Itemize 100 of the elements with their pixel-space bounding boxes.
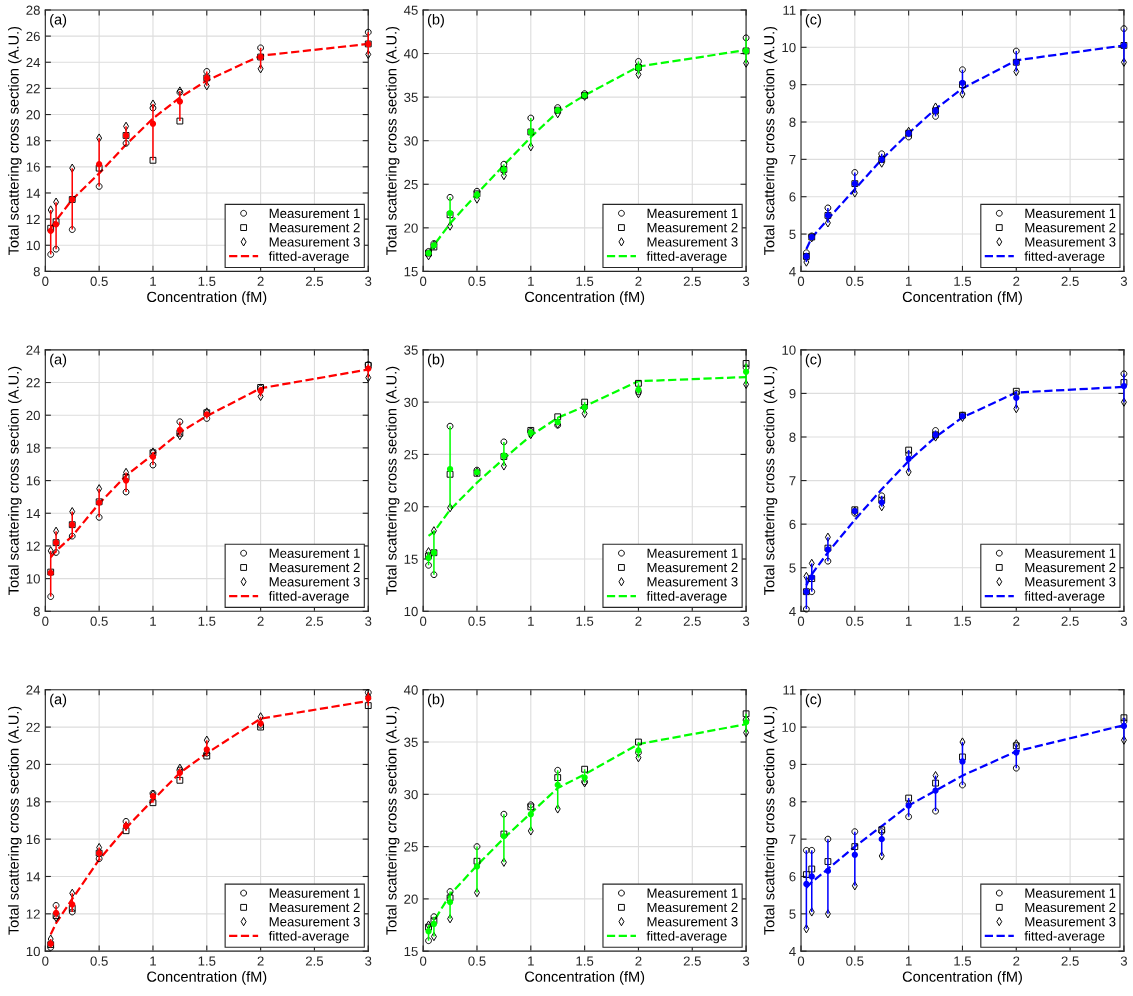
legend-label: Measurement 3 <box>647 237 738 247</box>
x-tick-label: 0.5 <box>468 616 486 626</box>
annotation: (a) <box>50 693 67 708</box>
x-tick-label: 3 <box>742 616 750 626</box>
x-tick-label: 2 <box>257 276 264 286</box>
legend-label: Measurement 1 <box>1025 208 1116 219</box>
annotation: (a) <box>50 13 67 28</box>
y-tick-label: 25 <box>404 449 418 460</box>
x-tick-label: 2 <box>1013 276 1020 286</box>
legend-label: Measurement 1 <box>1025 548 1116 558</box>
x-tick-label: 2.5 <box>683 276 701 286</box>
x-tick-label: 2.5 <box>1061 276 1079 286</box>
y-tick-label: 35 <box>404 92 418 103</box>
legend-label: Measurement 2 <box>647 902 738 913</box>
y-tick-label: 35 <box>404 345 418 355</box>
y-tick-label: 14 <box>26 188 41 198</box>
y-tick-label: 22 <box>26 378 40 388</box>
x-tick-label: 0 <box>420 616 427 626</box>
legend-label: fitted-average <box>268 251 349 264</box>
y-axis-title: Total scattering cross section (A.U.) <box>763 26 778 256</box>
x-axis-title: Concentration (fM) <box>147 971 267 985</box>
y-tick-label: 15 <box>404 267 418 277</box>
x-tick-label: 0 <box>42 276 49 286</box>
y-tick-label: 20 <box>404 894 418 904</box>
legend-label: Measurement 3 <box>1025 917 1116 927</box>
legend-label: Measurement 1 <box>269 888 360 898</box>
annotation: (c) <box>805 693 821 708</box>
x-tick-label: 2.5 <box>305 276 324 286</box>
legend-label: Measurement 2 <box>647 222 738 233</box>
y-tick-label: 18 <box>26 136 40 146</box>
x-tick-label: 1 <box>150 276 156 286</box>
y-tick-label: 26 <box>26 31 40 42</box>
legend-label: Measurement 1 <box>269 548 360 558</box>
legend-label: fitted-average <box>646 591 727 604</box>
y-tick-label: 15 <box>404 946 418 957</box>
x-tick-label: 2 <box>1013 956 1020 966</box>
x-axis-title: Concentration (fM) <box>524 971 645 985</box>
y-tick-label: 10 <box>782 42 796 53</box>
y-tick-label: 24 <box>26 685 41 695</box>
x-tick-label: 1.5 <box>198 276 216 286</box>
x-tick-label: 1 <box>905 276 912 286</box>
y-tick-label: 20 <box>26 410 40 421</box>
y-tick-label: 16 <box>26 834 40 845</box>
legend-label: Measurement 3 <box>647 577 738 587</box>
annotation: (b) <box>427 353 444 368</box>
x-tick-label: 1.5 <box>576 616 594 626</box>
x-tick-label: 1 <box>150 616 156 626</box>
x-tick-label: 3 <box>1120 616 1128 626</box>
x-tick-label: 1.5 <box>576 956 594 966</box>
x-tick-label: 2.5 <box>683 616 701 626</box>
x-tick-label: 0 <box>420 276 427 286</box>
x-tick-label: 2.5 <box>305 956 324 966</box>
annotation: (c) <box>805 13 821 28</box>
y-axis-title: Total scattering cross section (A.U.) <box>385 26 400 256</box>
legend-label: Measurement 3 <box>269 917 360 927</box>
x-tick-label: 0 <box>42 956 49 966</box>
y-tick-label: 4 <box>789 267 796 277</box>
x-tick-label: 1.5 <box>954 616 972 626</box>
x-tick-label: 3 <box>365 616 372 626</box>
y-tick-label: 10 <box>782 345 796 355</box>
x-tick-label: 0 <box>797 616 805 626</box>
y-axis-title: Total scattering cross section (A.U.) <box>385 366 400 595</box>
y-tick-label: 10 <box>26 946 40 957</box>
y-tick-label: 10 <box>26 240 40 251</box>
legend-label: fitted-average <box>268 591 349 604</box>
x-tick-label: 3 <box>365 276 372 286</box>
y-tick-label: 14 <box>26 508 41 519</box>
y-tick-label: 24 <box>26 57 41 68</box>
x-tick-label: 1 <box>905 616 912 626</box>
x-tick-label: 0.5 <box>468 276 486 286</box>
y-tick-label: 10 <box>26 574 40 584</box>
y-tick-label: 14 <box>26 872 41 882</box>
x-tick-label: 1 <box>528 956 534 966</box>
x-tick-label: 1.5 <box>954 276 972 286</box>
y-tick-label: 18 <box>26 797 40 807</box>
y-tick-label: 16 <box>26 162 40 172</box>
legend-label: fitted-average <box>646 930 727 944</box>
y-tick-label: 8 <box>33 606 40 617</box>
y-tick-label: 9 <box>789 760 796 770</box>
y-tick-label: 10 <box>404 606 418 617</box>
y-tick-label: 20 <box>404 502 418 512</box>
legend-label: Measurement 2 <box>647 562 738 573</box>
y-tick-label: 25 <box>404 179 418 190</box>
y-tick-label: 9 <box>789 388 796 399</box>
x-tick-label: 0.5 <box>90 956 108 966</box>
y-axis-title: Total scattering cross section (A.U.) <box>763 366 778 595</box>
y-tick-label: 10 <box>782 722 796 732</box>
x-tick-label: 1.5 <box>198 956 216 966</box>
x-tick-label: 1.5 <box>576 276 594 286</box>
y-tick-label: 4 <box>789 607 796 617</box>
y-tick-label: 12 <box>26 909 40 919</box>
annotation: (a) <box>50 353 67 368</box>
y-tick-label: 5 <box>789 563 796 573</box>
x-tick-label: 2 <box>257 616 264 626</box>
x-tick-label: 0.5 <box>468 956 486 966</box>
x-tick-label: 1 <box>905 956 912 966</box>
y-tick-label: 11 <box>783 685 796 695</box>
legend-label: Measurement 1 <box>647 888 738 898</box>
x-tick-label: 2 <box>257 956 264 966</box>
y-tick-label: 30 <box>404 789 418 800</box>
